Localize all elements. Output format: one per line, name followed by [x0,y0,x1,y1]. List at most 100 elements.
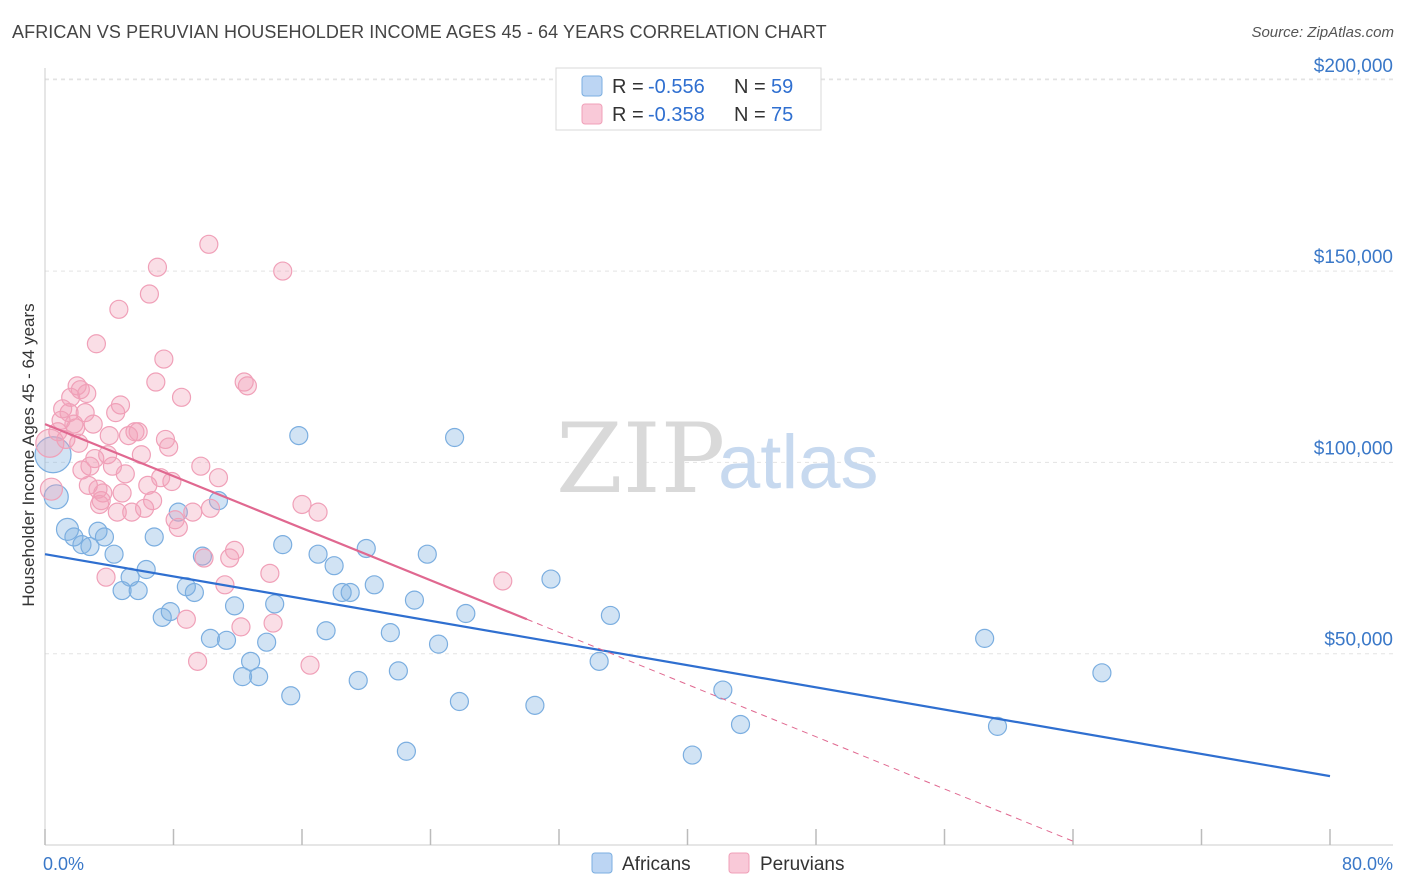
legend-r-label: R = [612,104,644,126]
point-peruvians [224,540,245,560]
bottom-legend-label-peruvians: Peruvians [760,854,845,875]
point-peruvians [143,491,163,511]
point-africans [975,628,995,648]
chart-title: AFRICAN VS PERUVIAN HOUSEHOLDER INCOME A… [12,22,827,42]
point-africans [525,695,545,715]
point-africans [224,596,245,616]
point-africans [144,527,164,547]
point-africans [417,544,437,564]
data-points [34,234,1112,765]
point-africans [348,670,368,691]
point-peruvians [39,477,64,501]
point-africans [456,603,476,624]
x-tick-label: 0.0% [43,854,84,874]
point-africans [216,630,237,650]
point-peruvians [273,261,293,281]
y-tick-label: $200,000 [1314,56,1393,77]
bottom-legend-label-africans: Africans [622,854,691,875]
point-peruvians [168,517,188,538]
point-africans [249,667,269,687]
point-peruvians [107,502,127,522]
gridlines [45,78,1393,655]
point-africans [160,602,180,622]
point-africans [444,427,465,448]
y-axis-label: Householder Income Ages 45 - 64 years [19,303,38,606]
legend-r-value-africans: -0.556 [648,76,705,98]
x-tick-label: 80.0% [1342,854,1393,874]
point-africans [241,651,261,671]
point-africans [340,582,360,603]
point-africans [281,686,301,706]
point-peruvians [146,372,166,392]
point-africans [94,527,115,547]
bottom-legend-swatch-africans [591,852,613,874]
point-peruvians [237,376,257,396]
point-peruvians [292,494,312,515]
point-peruvians [112,483,132,503]
point-peruvians [128,422,148,442]
point-peruvians [115,464,135,484]
point-peruvians [122,502,142,522]
point-africans [380,623,400,643]
trend-line-peruvians [44,423,528,621]
point-peruvians [77,383,97,404]
legend-r-label: R = [612,76,644,98]
point-africans [316,621,336,641]
point-peruvians [493,571,513,591]
point-africans [257,632,277,652]
point-peruvians [93,483,113,503]
point-peruvians [75,403,95,423]
legend-swatch-peruvians [581,103,603,125]
legend-r-value-peruvians: -0.358 [648,104,705,126]
point-africans [104,544,124,564]
point-africans [273,535,293,555]
point-peruvians [208,468,229,488]
point-africans [324,556,344,576]
trend-lines [44,423,1331,842]
point-africans [404,590,425,610]
legend-box: R = -0.556 N = 59 R = -0.358 N = 75 [555,67,822,131]
point-peruvians [159,437,179,457]
point-peruvians [260,563,280,583]
point-peruvians [91,491,111,511]
point-peruvians [61,387,81,407]
point-peruvians [263,613,283,633]
point-africans [80,536,100,557]
watermark: ZIP atlas [556,403,879,515]
point-africans [332,582,352,603]
point-africans [396,741,417,761]
point-africans [1092,663,1112,683]
point-africans [541,569,561,589]
point-africans [34,436,72,474]
point-africans [449,691,470,712]
point-peruvians [134,498,155,518]
legend-n-value-africans: 59 [771,76,793,98]
point-peruvians [300,655,320,675]
point-peruvians [199,234,219,254]
legend-n-label: N = [734,76,766,98]
point-peruvians [187,651,208,671]
point-peruvians [110,395,131,415]
watermark-atlas: atlas [718,420,879,505]
point-peruvians [183,502,203,522]
point-africans [184,582,204,603]
point-peruvians [96,567,116,587]
source-label: Source: ZipAtlas.com [1251,24,1394,41]
point-africans [232,667,253,687]
point-peruvians [147,257,168,277]
point-africans [128,580,148,601]
y-tick-label: $100,000 [1314,438,1393,459]
point-africans [200,628,221,648]
point-peruvians [176,609,196,629]
bottom-legend: Africans Peruvians [591,852,845,875]
point-africans [730,714,751,735]
point-peruvians [231,617,251,637]
point-peruvians [200,498,221,518]
point-africans [364,575,384,595]
point-africans [589,651,609,671]
point-africans [987,716,1008,736]
point-peruvians [191,456,211,476]
point-africans [388,661,408,681]
trend-line-africans [44,553,1331,778]
watermark-zip: ZIP [556,403,725,515]
